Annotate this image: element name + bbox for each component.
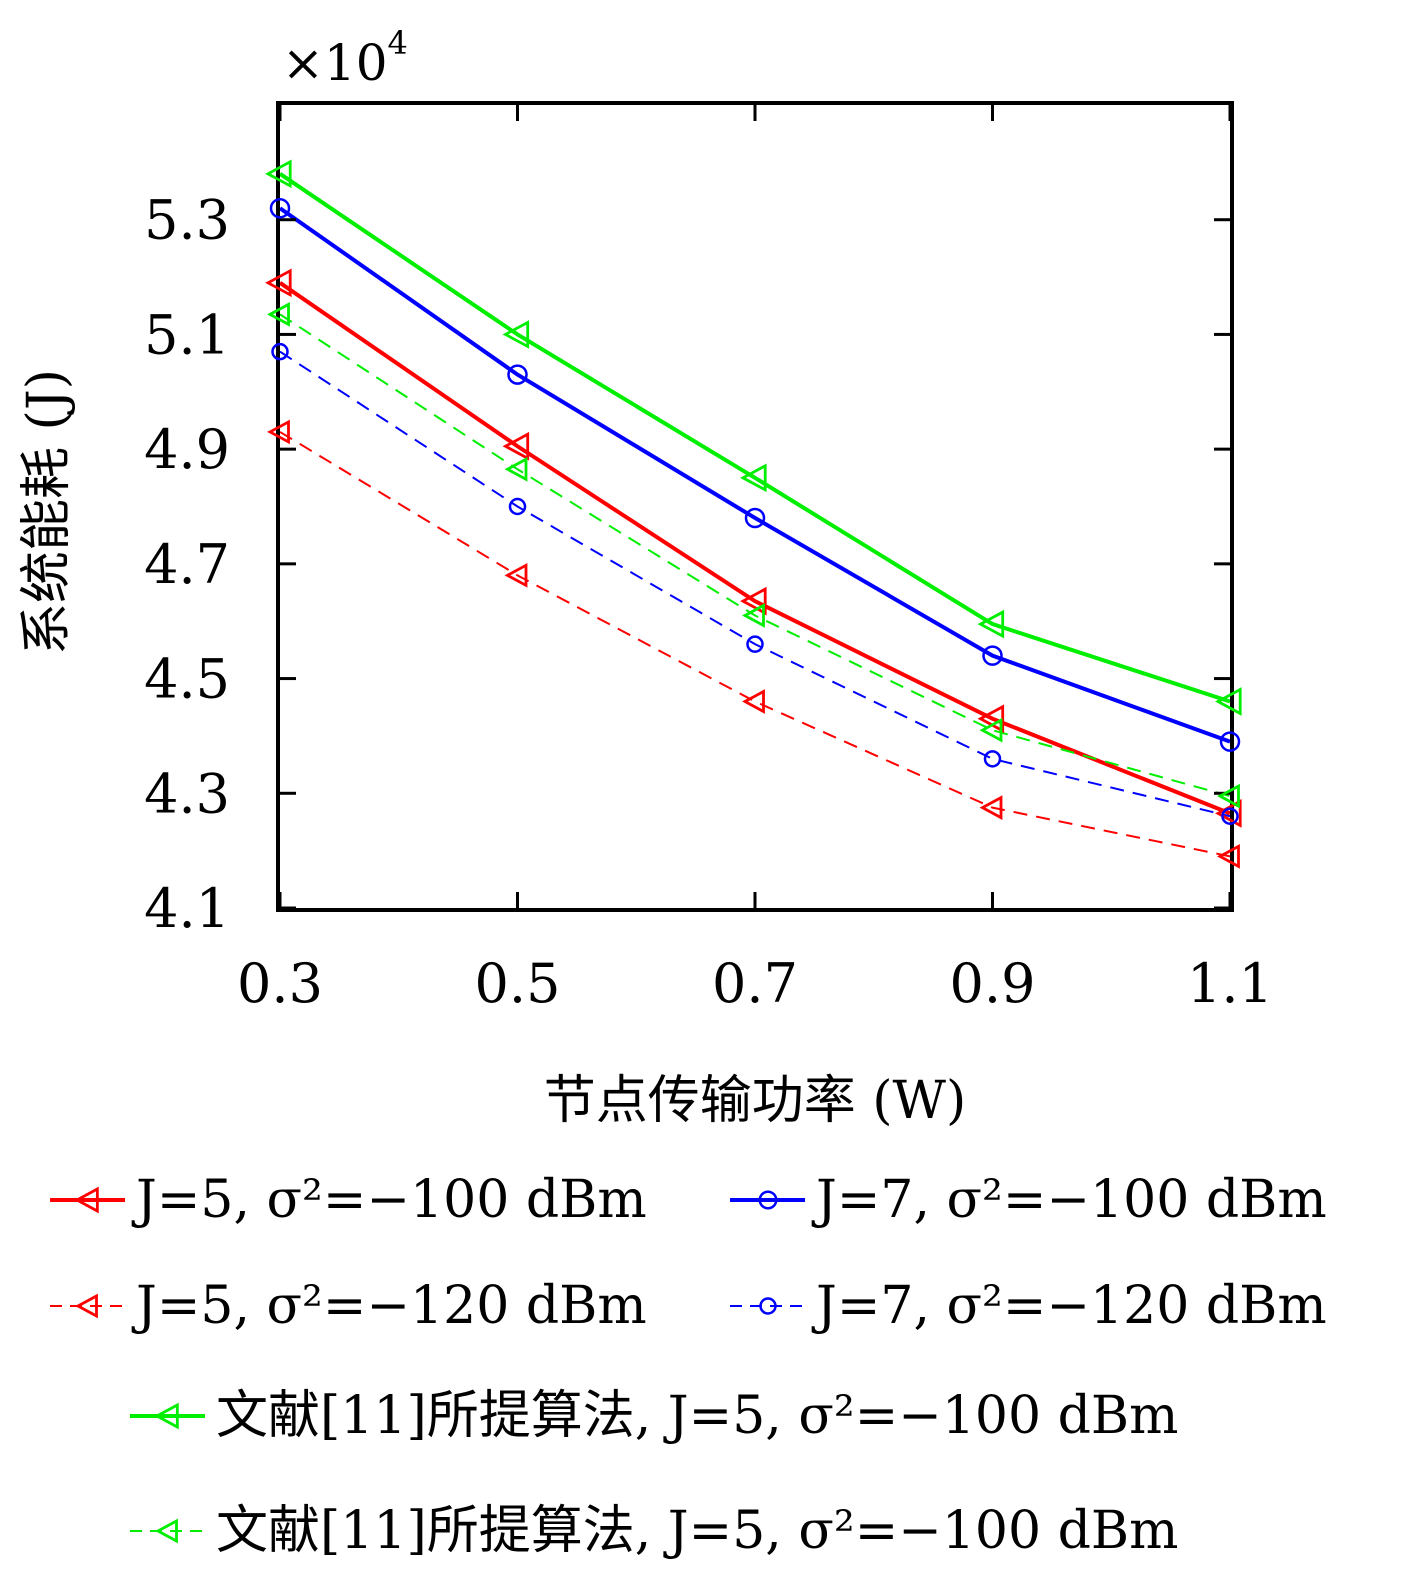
series-5-point-1 bbox=[265, 159, 292, 189]
tick-labels: 0.3 0.5 0.7 0.9 1.1 4.1 4.3 4.5 4.7 4.9 5.1 5.3 bbox=[144, 189, 1273, 1015]
series-4-point-1 bbox=[271, 342, 289, 361]
series-2-point-3 bbox=[744, 507, 766, 529]
series-5-point-3 bbox=[740, 463, 767, 493]
x-tick-label: 0.5 bbox=[475, 952, 561, 1015]
series-1-point-2 bbox=[502, 431, 530, 461]
legend-label-6: 文献[11]所提算法, J=5, σ²=−100 dBm bbox=[216, 1501, 1178, 1561]
series-2-point-2 bbox=[507, 364, 528, 385]
y-multiplier: ×104 bbox=[282, 24, 408, 92]
legend-marker-5 bbox=[154, 1402, 179, 1430]
legend-label-3: J=5, σ²=−120 dBm bbox=[131, 1276, 647, 1336]
y-tick-label: 5.1 bbox=[144, 303, 230, 366]
series-6-point-1 bbox=[267, 302, 290, 327]
series-line-3 bbox=[279, 431, 1231, 858]
y-axis-label: 系统能耗 (J) bbox=[17, 369, 77, 655]
y-tick-label: 4.7 bbox=[144, 533, 230, 596]
plot-frame bbox=[276, 101, 1234, 912]
x-tick-label: 1.1 bbox=[1187, 952, 1273, 1015]
series-2-point-5 bbox=[1219, 731, 1241, 752]
legend-marker-6 bbox=[155, 1518, 178, 1544]
series-1-point-5 bbox=[1215, 799, 1242, 828]
series-4-point-4 bbox=[983, 750, 1002, 768]
series-4-point-2 bbox=[508, 497, 527, 516]
series-3-point-2 bbox=[504, 562, 528, 588]
y-tick-label: 5.3 bbox=[144, 189, 230, 252]
legend-label-2: J=7, σ²=−100 dBm bbox=[811, 1170, 1327, 1230]
series-6-point-2 bbox=[504, 456, 528, 482]
series-lines bbox=[278, 172, 1231, 858]
series-2-point-4 bbox=[982, 645, 1003, 666]
series-3-point-5 bbox=[1217, 844, 1240, 869]
series-3-point-3 bbox=[742, 689, 765, 714]
series-line-1 bbox=[278, 281, 1231, 816]
series-4-point-5 bbox=[1221, 807, 1239, 825]
x-axis-label: 节点传输功率 (W) bbox=[544, 1071, 967, 1131]
series-6-point-3 bbox=[742, 603, 765, 628]
legend-marker-3 bbox=[75, 1293, 98, 1319]
y-tick-label: 4.5 bbox=[144, 648, 230, 711]
series-markers bbox=[265, 159, 1242, 869]
legend-label-4: J=7, σ²=−120 dBm bbox=[811, 1276, 1327, 1336]
series-line-5 bbox=[278, 172, 1231, 704]
series-line-6 bbox=[279, 313, 1231, 798]
y-tick-label: 4.1 bbox=[144, 877, 230, 940]
series-3-point-4 bbox=[979, 795, 1003, 820]
series-2-point-1 bbox=[269, 197, 291, 219]
series-1-point-3 bbox=[740, 586, 767, 616]
series-6-point-4 bbox=[979, 717, 1003, 743]
series-3-point-1 bbox=[267, 419, 290, 445]
x-tick-label: 0.7 bbox=[712, 952, 798, 1015]
legend-marker-1 bbox=[74, 1186, 99, 1214]
x-tick-label: 0.9 bbox=[950, 952, 1036, 1015]
x-tick-label: 0.3 bbox=[237, 952, 323, 1015]
series-1-point-1 bbox=[265, 268, 292, 298]
series-5-point-2 bbox=[502, 320, 530, 349]
legend-label-5: 文献[11]所提算法, J=5, σ²=−100 dBm bbox=[216, 1386, 1178, 1446]
series-line-4 bbox=[279, 350, 1231, 818]
series-5-point-5 bbox=[1215, 687, 1242, 716]
series-line-2 bbox=[278, 206, 1231, 744]
series-4-point-3 bbox=[746, 635, 764, 653]
y-tick-label: 4.9 bbox=[144, 418, 230, 481]
series-6-point-5 bbox=[1217, 783, 1240, 809]
y-tick-label: 4.3 bbox=[144, 762, 230, 825]
legend-marker-2 bbox=[758, 1190, 778, 1210]
legend-label-1: J=5, σ²=−100 dBm bbox=[131, 1170, 647, 1230]
series-5-point-4 bbox=[977, 609, 1005, 639]
legend-marker-4 bbox=[759, 1297, 777, 1315]
axis-ticks bbox=[278, 105, 1232, 910]
legend: J=5, σ²=−100 dBm J=7, σ²=−100 dBm J=5, σ²=… bbox=[50, 1170, 1327, 1561]
